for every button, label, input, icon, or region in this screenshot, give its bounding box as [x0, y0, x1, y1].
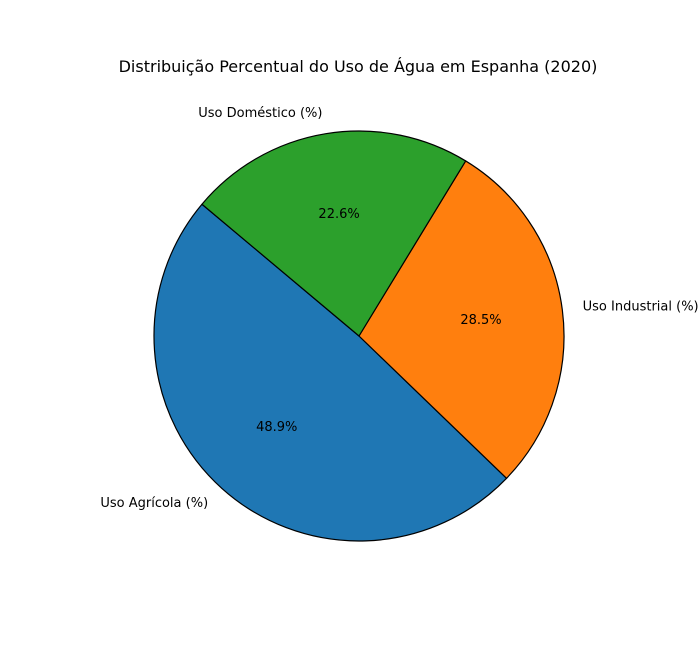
slice-category-label-1: Uso Agrícola (%): [100, 496, 208, 511]
slices-group: [153, 130, 565, 542]
pie-slice-1: [153, 203, 508, 542]
slice-category-label-2: Uso Industrial (%): [583, 300, 699, 315]
slice-percent-label-2: 28.5%: [460, 313, 501, 328]
pie-slice-3: [201, 130, 467, 337]
slice-category-label-3: Uso Doméstico (%): [198, 106, 322, 121]
labels-group: 48.9% Uso Agrícola (%) 28.5% Uso Industrial…: [100, 106, 698, 511]
chart-title: Distribuição Percentual do Uso de Água e…: [119, 57, 598, 76]
slice-percent-label-3: 22.6%: [318, 207, 359, 222]
slice-percent-label-1: 48.9%: [256, 420, 297, 435]
pie-slice-2: [358, 160, 565, 479]
